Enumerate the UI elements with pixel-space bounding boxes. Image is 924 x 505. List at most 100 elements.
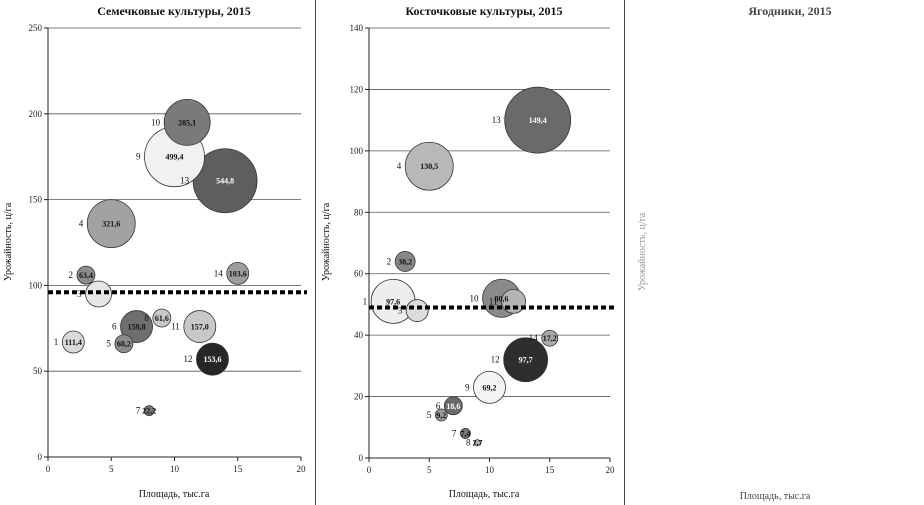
point-id-label: 6	[436, 401, 441, 411]
data-label: 30,2	[398, 257, 412, 266]
y-axis-label: Урожайность, ц/га	[3, 202, 14, 281]
data-label: 63,4	[79, 271, 93, 280]
data-label: 153,6	[203, 355, 221, 364]
data-label: 130,5	[420, 162, 438, 171]
point-id-label: 7	[136, 406, 141, 416]
data-label: 80,6	[495, 294, 509, 303]
data-label: 285,1	[178, 118, 196, 127]
blank-overlay	[649, 14, 917, 490]
point-id-label: 14	[529, 333, 539, 343]
point-id-label: 8	[144, 313, 149, 323]
data-label: 61,6	[155, 314, 169, 323]
bubble	[503, 337, 549, 383]
point-id-label: 12	[491, 355, 500, 365]
data-label: 7,4	[460, 429, 470, 438]
pome-fruit-bubble-chart: Семечковые культуры, 2015 Площадь, тыс.г…	[3, 4, 307, 500]
berry-bubble-chart: Ягодники, 2015 Урожайность, ц/га Площадь…	[637, 4, 917, 502]
point-id-label: 10	[151, 117, 161, 127]
data-label: 17,2	[543, 334, 557, 343]
data-label: 499,4	[166, 153, 184, 162]
point-id-label: 14	[214, 268, 224, 278]
point-id-label: 9	[465, 382, 470, 392]
bubble	[120, 310, 153, 343]
point-id-label: 1	[363, 296, 368, 306]
y-tick-label: 150	[29, 195, 43, 205]
bubble	[86, 199, 136, 249]
y-axis-label: Урожайность, ц/га	[321, 202, 332, 281]
data-label: 97,7	[519, 356, 533, 365]
x-tick-label: 5	[427, 465, 432, 475]
bubble	[152, 308, 172, 328]
bubble	[163, 98, 211, 146]
y-tick-label: 40	[354, 330, 364, 340]
data-label: 544,8	[216, 177, 234, 186]
y-tick-label: 60	[354, 269, 364, 279]
chart-title: Косточковые культуры, 2015	[405, 4, 562, 18]
y-tick-label: 100	[29, 280, 43, 290]
stone-fruit-bubble-chart: Косточковые культуры, 2015 Площадь, тыс.…	[321, 4, 616, 500]
data-label: 18,6	[446, 402, 460, 411]
chart-title: Ягодники, 2015	[748, 4, 831, 18]
data-label: 149,4	[529, 116, 547, 125]
x-tick-label: 0	[367, 465, 372, 475]
data-label: 157,0	[191, 323, 209, 332]
y-tick-label: 140	[350, 23, 364, 33]
point-id-label: 13	[180, 176, 190, 186]
x-tick-label: 20	[606, 465, 616, 475]
bubble	[474, 439, 481, 447]
x-tick-label: 20	[297, 464, 307, 474]
x-axis-label: Площадь, тыс.га	[449, 489, 520, 500]
y-tick-label: 200	[29, 109, 43, 119]
y-tick-label: 0	[359, 453, 364, 463]
point-id-label: 12	[183, 354, 192, 364]
point-id-label: 4	[397, 161, 402, 171]
data-label: 69,2	[483, 383, 497, 392]
bubble	[404, 141, 454, 191]
point-id-label: 9	[136, 152, 141, 162]
y-tick-label: 0	[38, 452, 43, 462]
chart-title: Семечковые культуры, 2015	[97, 4, 251, 18]
bubble	[405, 299, 429, 322]
y-tick-label: 250	[29, 23, 43, 33]
bubble	[473, 370, 506, 404]
panel-separator	[624, 0, 625, 505]
point-id-label: 5	[106, 339, 111, 349]
y-tick-label: 100	[350, 146, 364, 156]
point-id-label: 11	[171, 322, 180, 332]
bubble	[196, 342, 229, 376]
panel-separator	[315, 0, 316, 505]
bubble	[183, 310, 217, 343]
bubble	[61, 330, 85, 354]
x-tick-label: 15	[233, 464, 243, 474]
data-label: 9,2	[436, 411, 446, 420]
bubble	[459, 428, 471, 439]
data-label: 159,8	[128, 323, 146, 332]
y-tick-label: 20	[354, 392, 364, 402]
point-id-label: 1	[54, 337, 59, 347]
bubble	[443, 396, 463, 416]
bubble	[504, 86, 572, 154]
point-id-label: 6	[112, 322, 117, 332]
point-id-label: 5	[427, 410, 432, 420]
x-tick-label: 10	[485, 465, 495, 475]
data-label: 103,6	[229, 269, 247, 278]
data-label: 22,2	[142, 407, 156, 416]
data-label: 60,2	[117, 340, 131, 349]
y-axis-label: Урожайность, ц/га	[637, 212, 648, 291]
point-id-label: 2	[387, 256, 392, 266]
bubble	[434, 408, 448, 422]
x-tick-label: 10	[170, 464, 180, 474]
bubble	[114, 334, 134, 354]
point-id-label: 4	[79, 219, 84, 229]
bubble	[76, 265, 96, 285]
x-tick-label: 0	[46, 464, 51, 474]
point-id-label: 8	[466, 438, 471, 448]
y-tick-label: 50	[33, 366, 43, 376]
point-id-label: 13	[492, 115, 502, 125]
data-label: 97,6	[386, 297, 400, 306]
y-tick-label: 120	[350, 84, 364, 94]
bubble	[541, 329, 559, 347]
point-id-label: 10	[470, 293, 480, 303]
point-id-label: 11	[489, 296, 498, 306]
